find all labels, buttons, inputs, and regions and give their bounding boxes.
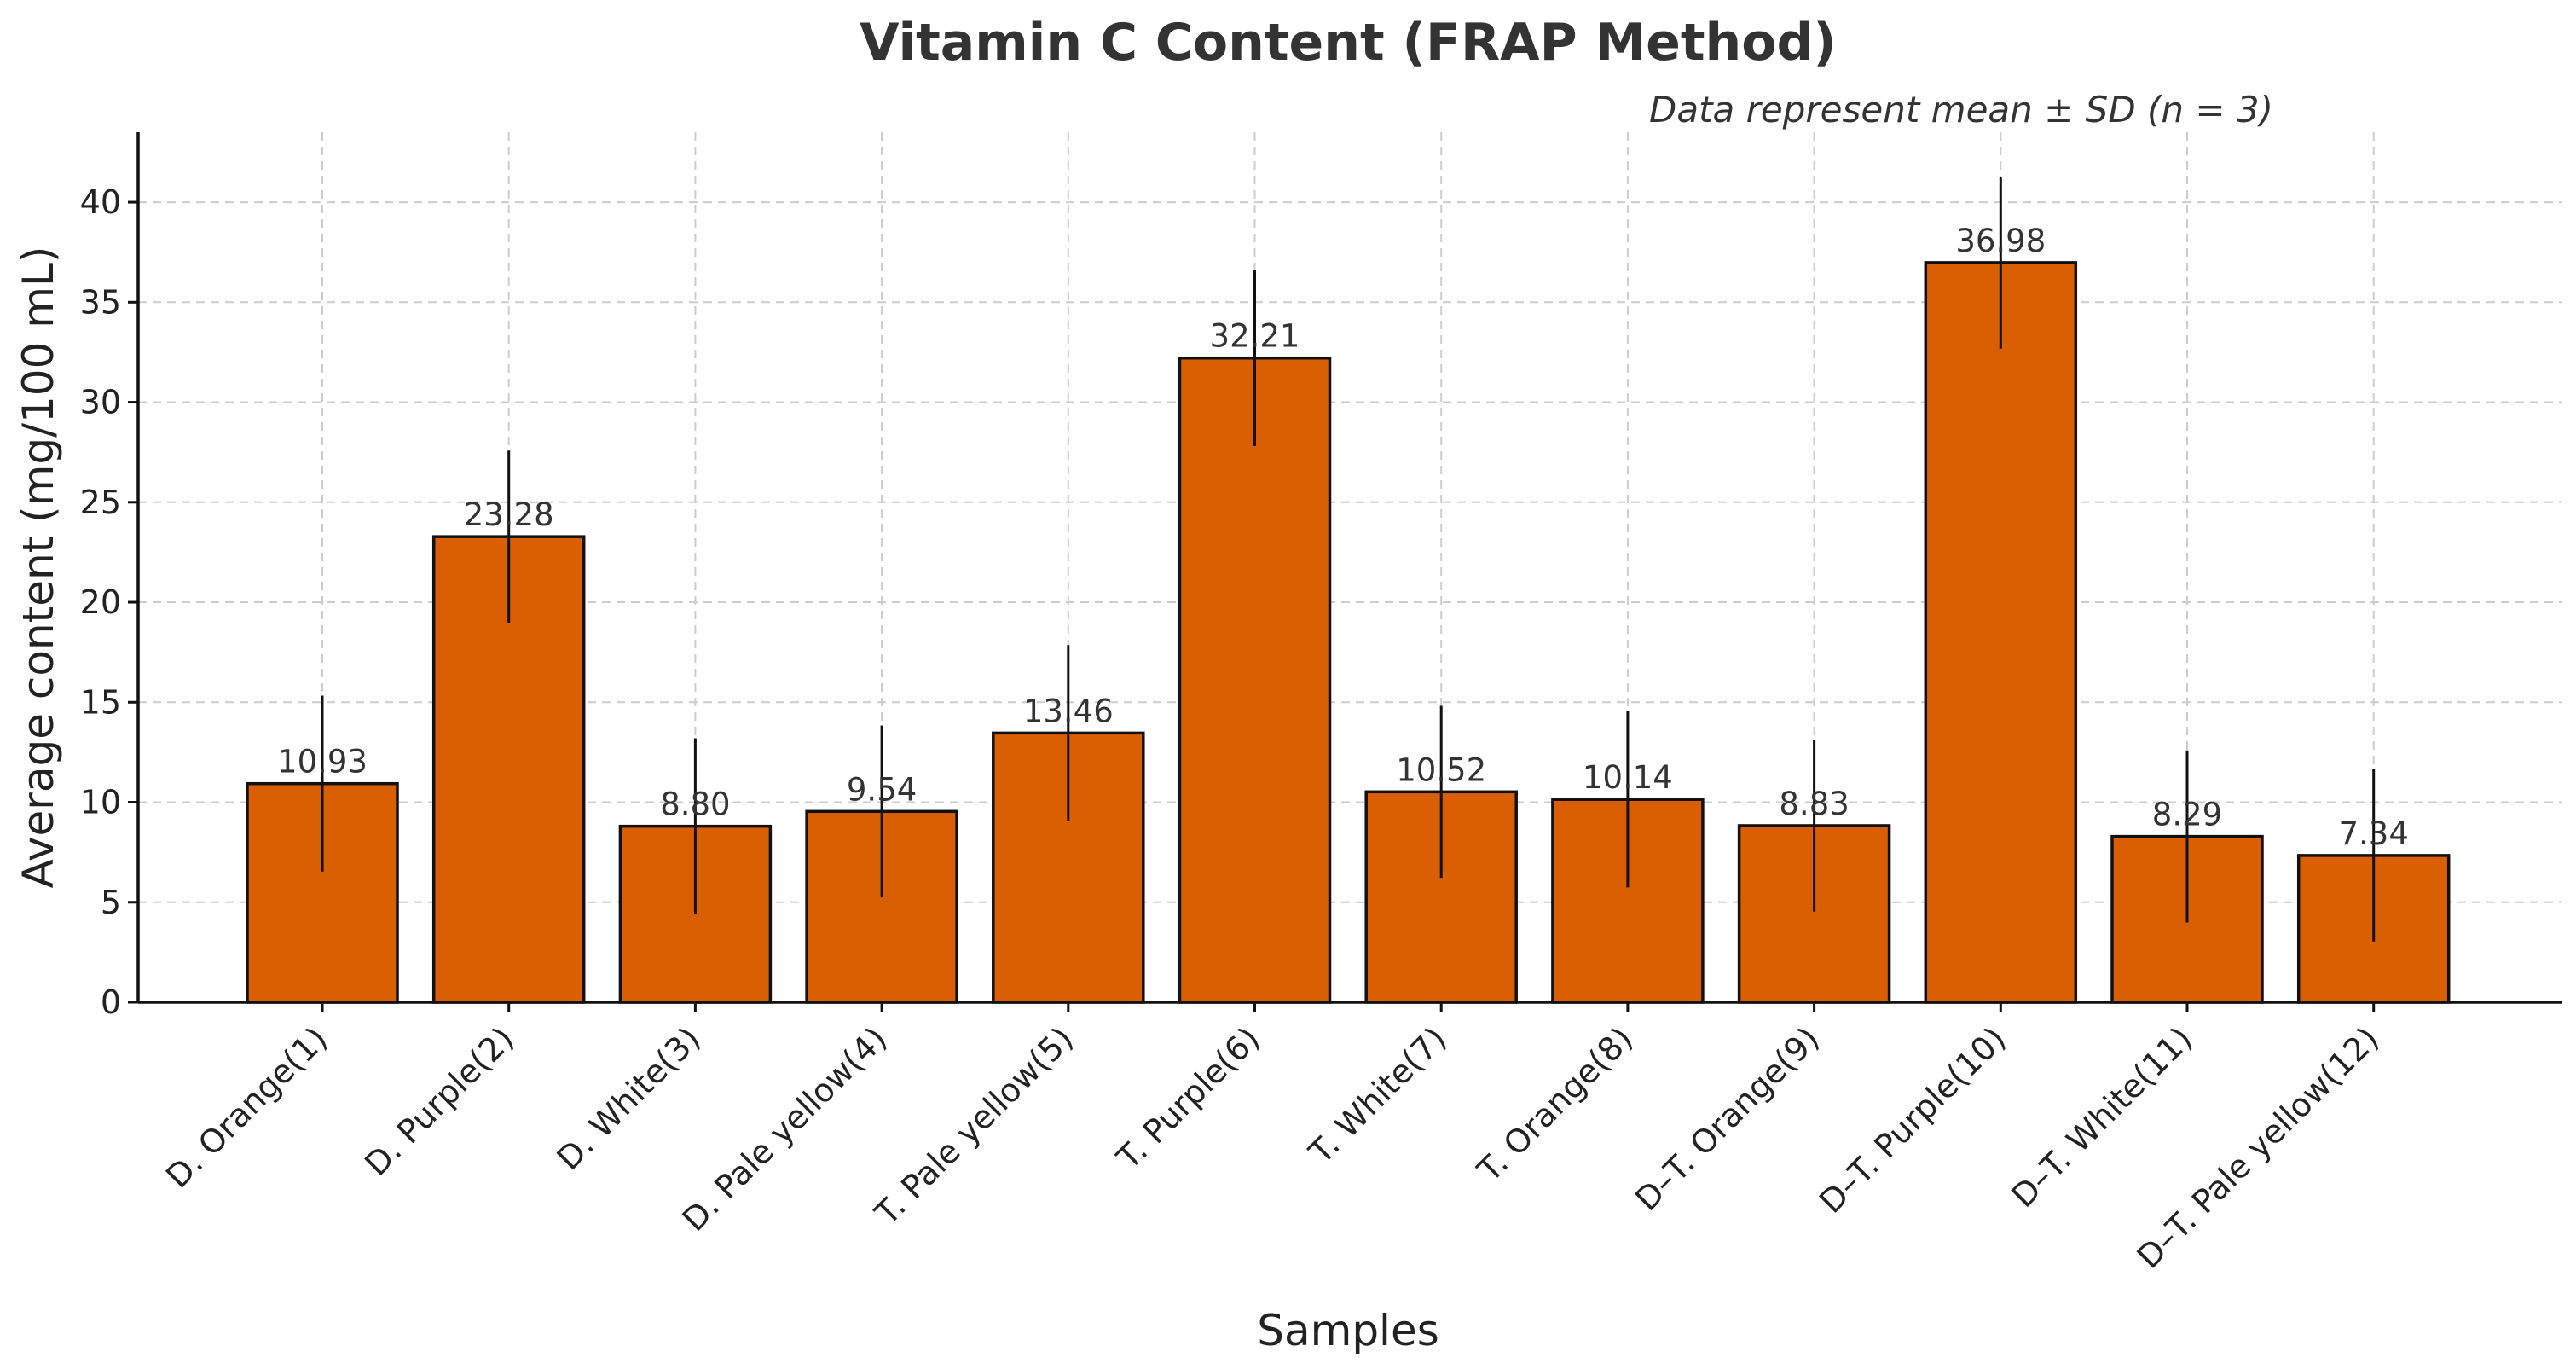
y-tick-label: 35 xyxy=(80,283,121,321)
data-label: 10.14 xyxy=(1583,759,1673,796)
chart-annotation: Data represent mean ± SD (n = 3) xyxy=(1649,89,2273,131)
y-tick-label: 25 xyxy=(80,484,121,521)
data-label: 36.98 xyxy=(1955,223,2046,259)
x-tick-label: D. Pale yellow(4) xyxy=(675,1019,894,1238)
y-tick-label: 5 xyxy=(101,884,121,921)
bar xyxy=(1178,356,1332,1004)
x-tick-label: T. Purple(6) xyxy=(1109,1019,1267,1177)
x-tick-label: D. Purple(2) xyxy=(357,1019,521,1183)
data-label: 8.29 xyxy=(2152,797,2222,833)
data-label: 10.52 xyxy=(1396,751,1486,788)
y-axis-title: Average content (mg/100 mL) xyxy=(14,247,63,889)
y-tick-label: 10 xyxy=(80,784,121,821)
data-label: 8.83 xyxy=(1779,786,1849,822)
y-tick-label: 20 xyxy=(80,583,121,621)
x-tick-label: D–T. Orange(9) xyxy=(1628,1019,1826,1218)
x-tick-label: D–T. White(11) xyxy=(2005,1019,2200,1215)
y-tick-label: 15 xyxy=(80,683,121,721)
data-label: 10.93 xyxy=(277,744,368,780)
axis-layer xyxy=(128,132,2562,1012)
x-tick-label: T. White(7) xyxy=(1301,1019,1453,1171)
y-tick-label: 40 xyxy=(80,183,121,221)
x-tick-label: T. Pale yellow(5) xyxy=(867,1019,1080,1233)
data-label: 32.21 xyxy=(1210,318,1300,355)
data-label: 8.80 xyxy=(660,786,730,823)
x-tick-label: D. White(3) xyxy=(550,1019,708,1177)
x-tick-label: D. Orange(1) xyxy=(159,1019,334,1195)
x-axis-title: Samples xyxy=(1257,1306,1439,1355)
bar-layer xyxy=(246,177,2451,1004)
data-label: 9.54 xyxy=(847,771,917,808)
data-label: 13.46 xyxy=(1023,693,1114,729)
x-tick-label: T. Orange(8) xyxy=(1470,1019,1640,1189)
y-tick-label: 30 xyxy=(80,384,121,421)
data-label: 7.34 xyxy=(2339,815,2409,852)
y-tick-label: 0 xyxy=(101,983,121,1021)
x-tick-label: D–T. Purple(10) xyxy=(1812,1019,2013,1221)
bar xyxy=(1924,261,2078,1004)
data-label: 23.28 xyxy=(464,496,554,533)
chart-title: Vitamin C Content (FRAP Method) xyxy=(860,13,1837,73)
